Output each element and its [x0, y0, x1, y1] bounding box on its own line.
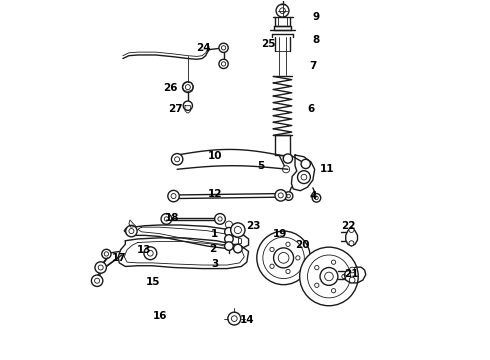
Text: 27: 27 [168, 104, 183, 113]
Circle shape [182, 82, 193, 93]
Text: 2: 2 [209, 244, 217, 253]
Circle shape [270, 247, 274, 252]
Circle shape [349, 241, 354, 246]
Text: 3: 3 [211, 259, 218, 269]
Circle shape [144, 247, 157, 260]
Text: 4: 4 [309, 191, 317, 201]
Circle shape [349, 228, 354, 233]
Circle shape [270, 264, 274, 269]
Circle shape [92, 275, 103, 287]
Circle shape [331, 289, 336, 293]
Circle shape [102, 249, 111, 258]
Circle shape [286, 242, 290, 247]
Text: 25: 25 [261, 39, 275, 49]
Circle shape [284, 192, 293, 201]
Text: 16: 16 [153, 311, 167, 321]
Circle shape [172, 154, 183, 165]
Circle shape [126, 225, 137, 237]
Circle shape [224, 228, 233, 236]
Text: 23: 23 [246, 221, 261, 231]
Text: 20: 20 [295, 240, 309, 250]
Circle shape [286, 269, 290, 274]
Circle shape [283, 166, 290, 173]
Text: 10: 10 [207, 151, 222, 161]
Text: 14: 14 [240, 315, 255, 325]
Circle shape [275, 190, 287, 201]
Circle shape [273, 248, 294, 268]
Circle shape [215, 213, 225, 224]
Circle shape [349, 267, 355, 273]
Circle shape [315, 283, 319, 287]
Text: 21: 21 [344, 269, 359, 279]
Circle shape [183, 101, 193, 111]
Text: 13: 13 [137, 245, 151, 255]
Circle shape [349, 277, 355, 283]
Circle shape [331, 260, 336, 264]
Circle shape [257, 231, 310, 285]
Text: 11: 11 [320, 164, 334, 174]
Circle shape [161, 213, 172, 224]
Circle shape [168, 190, 179, 202]
Circle shape [225, 221, 232, 228]
Text: 5: 5 [257, 161, 265, 171]
Text: 18: 18 [165, 212, 179, 222]
Circle shape [234, 244, 242, 253]
Circle shape [297, 171, 310, 184]
Circle shape [301, 159, 310, 168]
Text: 7: 7 [309, 61, 317, 71]
Text: 15: 15 [146, 277, 160, 287]
Circle shape [219, 43, 228, 53]
Circle shape [283, 154, 293, 163]
Circle shape [224, 242, 233, 250]
Circle shape [219, 59, 228, 68]
Text: 9: 9 [313, 13, 320, 22]
Text: 12: 12 [207, 189, 222, 199]
Circle shape [320, 267, 338, 285]
Text: 24: 24 [196, 43, 211, 53]
Circle shape [228, 312, 241, 325]
Circle shape [231, 223, 245, 237]
Text: 1: 1 [211, 229, 218, 239]
Text: 26: 26 [163, 83, 177, 93]
Text: 19: 19 [273, 229, 287, 239]
Circle shape [276, 4, 289, 17]
Circle shape [296, 256, 300, 260]
Circle shape [312, 194, 321, 202]
Circle shape [315, 265, 319, 270]
Circle shape [224, 235, 233, 243]
Text: 22: 22 [342, 221, 356, 231]
Circle shape [342, 274, 346, 279]
Circle shape [95, 262, 106, 273]
Text: 8: 8 [313, 35, 320, 45]
Circle shape [300, 247, 358, 306]
Text: 17: 17 [112, 253, 126, 263]
Text: 6: 6 [307, 104, 315, 113]
